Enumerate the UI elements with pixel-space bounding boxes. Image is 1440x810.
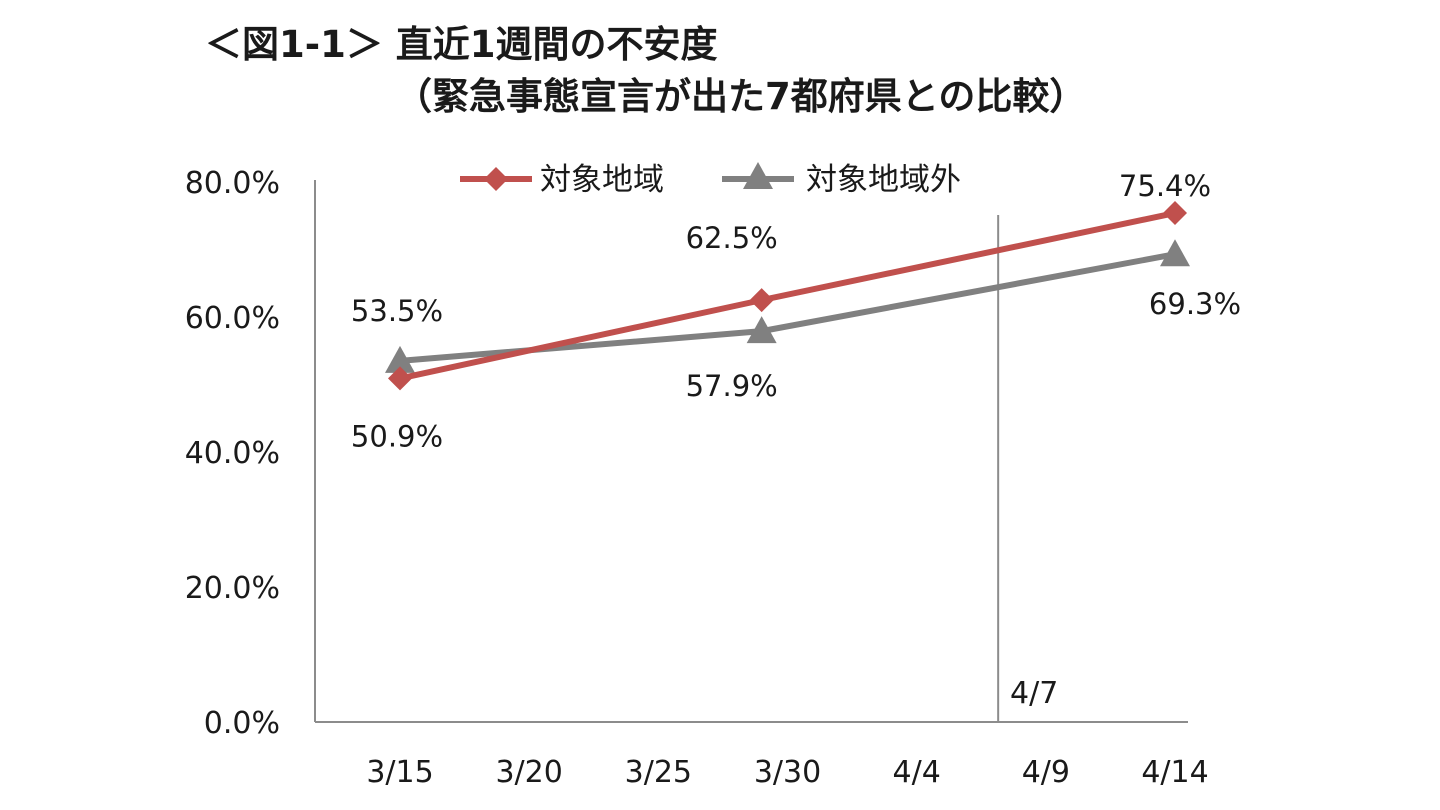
legend-marker: [484, 167, 508, 191]
axes: 0.0% 20.0% 40.0% 60.0% 80.0% 3/15 3/20 3/25 3/30…: [185, 166, 1209, 790]
data-labels: 50.9% 62.5% 75.4% 53.5% 57.9% 69.3%: [351, 169, 1241, 453]
legend: 対象地域 対象地域外: [460, 162, 961, 198]
data-label: 50.9%: [351, 419, 443, 453]
data-point-marker: [385, 345, 415, 373]
data-label: 69.3%: [1149, 287, 1241, 321]
chart-title: ＜図1-1＞ 直近1週間の不安度: [205, 23, 718, 66]
x-tick-label: 4/14: [1141, 755, 1208, 790]
reference-line-label: 4/7: [1010, 676, 1058, 711]
y-tick-label: 80.0%: [185, 166, 280, 201]
x-tick-label: 3/20: [495, 755, 562, 790]
chart-subtitle: （緊急事態宣言が出た7都府県との比較）: [395, 75, 1087, 118]
data-point-marker: [1160, 239, 1190, 267]
series-line: [399, 251, 1176, 364]
legend-label: 対象地域外: [806, 162, 961, 198]
legend-marker: [743, 162, 773, 189]
series-lines: [385, 201, 1190, 391]
data-label: 75.4%: [1119, 169, 1211, 203]
data-point-marker: [388, 366, 412, 391]
data-label: 57.9%: [686, 369, 778, 403]
data-label: 53.5%: [351, 294, 443, 328]
data-point-marker: [746, 316, 777, 344]
series-line: [399, 210, 1176, 382]
reference-line-group: 4/7: [997, 215, 1058, 722]
y-tick-label: 0.0%: [204, 706, 280, 741]
y-tick-label: 40.0%: [185, 436, 280, 471]
y-tick-label: 60.0%: [185, 301, 280, 336]
x-tick-label: 4/4: [893, 755, 941, 790]
data-label: 62.5%: [686, 221, 778, 255]
x-tick-label: 3/15: [366, 755, 433, 790]
x-tick-label: 4/9: [1022, 755, 1070, 790]
data-point-marker: [1163, 201, 1187, 226]
x-tick-label: 3/25: [625, 755, 692, 790]
x-tick-label: 3/30: [754, 755, 821, 790]
legend-label: 対象地域: [540, 162, 664, 198]
data-point-marker: [749, 288, 774, 313]
y-tick-label: 20.0%: [185, 571, 280, 606]
